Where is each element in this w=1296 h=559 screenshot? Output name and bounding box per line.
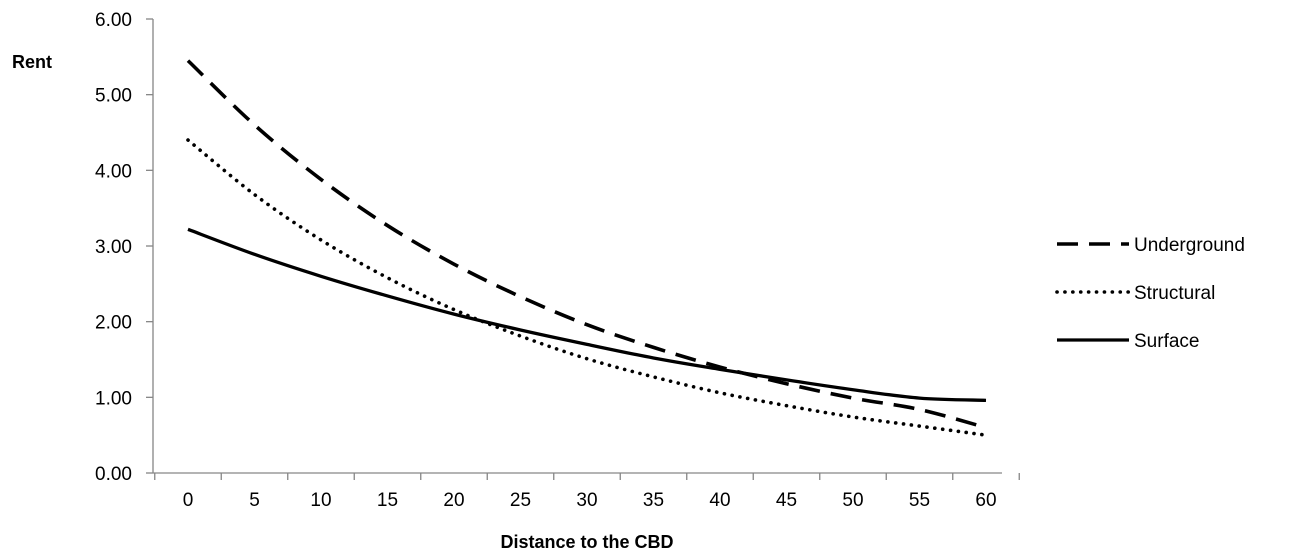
x-tick-label: 45 <box>776 490 797 511</box>
x-tick-label: 30 <box>576 490 597 511</box>
legend-item-surface: Surface <box>1057 331 1199 352</box>
y-tick-label: 2.00 <box>95 313 132 334</box>
legend: Underground Structural Surface <box>1055 235 1245 352</box>
legend-item-underground: Underground <box>1057 235 1245 256</box>
y-tick-label: 6.00 <box>95 10 132 31</box>
series-lines <box>186 59 988 437</box>
series-line-structural <box>186 138 988 437</box>
y-axis-ticks: 0.00 1.00 2.00 3.00 4.00 5.00 6.00 <box>95 10 153 485</box>
axes <box>152 19 1002 474</box>
x-tick-label: 35 <box>643 490 664 511</box>
x-axis-title: Distance to the CBD <box>500 532 673 552</box>
y-tick-label: 5.00 <box>95 86 132 107</box>
x-axis-ticks: 0 5 10 15 20 25 30 35 40 45 50 55 60 <box>154 473 1020 511</box>
x-tick-label: 10 <box>310 490 331 511</box>
x-tick-label: 20 <box>443 490 464 511</box>
legend-label: Underground <box>1134 235 1245 256</box>
series-line-underground <box>186 59 987 430</box>
x-tick-label: 0 <box>183 490 194 511</box>
x-tick-label: 55 <box>909 490 930 511</box>
x-tick-label: 50 <box>842 490 863 511</box>
x-tick-label: 25 <box>510 490 531 511</box>
legend-item-structural: Structural <box>1055 283 1215 304</box>
y-tick-label: 1.00 <box>95 388 132 409</box>
y-axis-title: Rent <box>12 52 52 72</box>
x-tick-label: 15 <box>377 490 398 511</box>
x-tick-label: 5 <box>249 490 260 511</box>
x-tick-label: 60 <box>975 490 996 511</box>
legend-label: Surface <box>1134 331 1199 352</box>
legend-label: Structural <box>1134 283 1215 304</box>
x-tick-label: 40 <box>709 490 730 511</box>
y-tick-label: 0.00 <box>95 464 132 485</box>
y-tick-label: 4.00 <box>95 161 132 182</box>
y-tick-label: 3.00 <box>95 237 132 258</box>
series-line-surface <box>187 227 987 403</box>
